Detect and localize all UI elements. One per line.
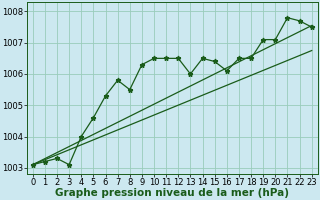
- X-axis label: Graphe pression niveau de la mer (hPa): Graphe pression niveau de la mer (hPa): [55, 188, 289, 198]
